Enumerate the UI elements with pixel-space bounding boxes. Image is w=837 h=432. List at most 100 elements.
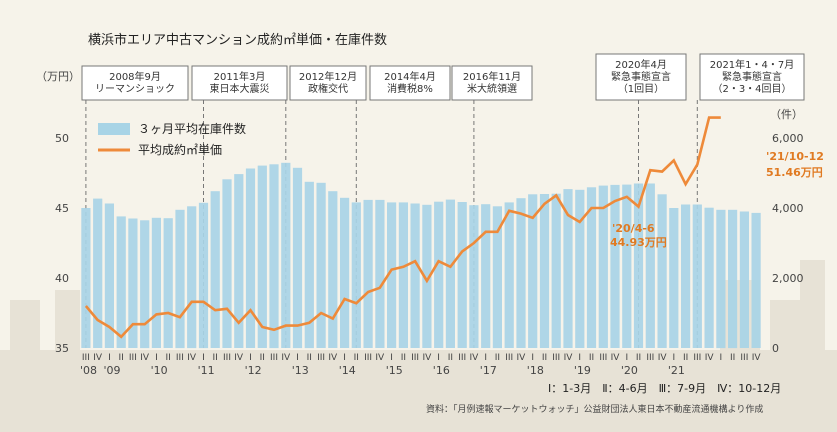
x-year-label: '17	[480, 364, 497, 377]
x-quarter-tick: III	[223, 353, 231, 363]
x-quarter-tick: III	[82, 353, 90, 363]
x-quarter-tick: IV	[281, 353, 291, 363]
inventory-bar	[340, 197, 350, 348]
x-quarter-tick: IV	[422, 353, 432, 363]
event-label: 東日本大震災	[210, 82, 270, 95]
y-right-tick: 6,000	[772, 132, 804, 145]
inventory-bar	[622, 184, 632, 348]
annotation-2020: '20/4-6	[612, 222, 655, 235]
inventory-bar	[222, 179, 232, 348]
x-quarter-tick: I	[108, 353, 111, 363]
x-quarter-tick: I	[719, 353, 722, 363]
x-quarter-tick: II	[636, 353, 641, 363]
x-year-labels: '08 '09 '10 '11 '12 '13 '14 '15 '16 '17 '18 '19 '20 '…	[80, 364, 685, 377]
y-right-tick: 4,000	[772, 202, 804, 215]
inventory-bar	[140, 220, 150, 349]
x-quarter-tick: IV	[611, 353, 621, 363]
x-quarter-tick: III	[599, 353, 607, 363]
x-quarter-tick: I	[578, 353, 581, 363]
x-quarter-tick: II	[448, 353, 453, 363]
x-quarter-tick: III	[364, 353, 372, 363]
event-label: 緊急事態宣言	[611, 70, 671, 83]
inventory-bar	[633, 183, 644, 348]
x-quarter-tick: I	[531, 353, 534, 363]
inventory-bar	[316, 182, 326, 348]
inventory-bar	[528, 194, 538, 348]
y-left-tick: 40	[55, 272, 69, 285]
inventory-bar	[292, 167, 303, 349]
x-quarter-tick: I	[296, 353, 299, 363]
y-left-unit: （万円）	[36, 70, 80, 83]
x-quarter-tick: I	[202, 353, 205, 363]
x-year-label: '20	[621, 364, 638, 377]
x-quarter-tick: III	[552, 353, 560, 363]
x-quarter-tick: II	[166, 353, 171, 363]
inventory-bar	[669, 208, 679, 348]
x-quarter-tick: III	[740, 353, 748, 363]
x-year-label: '19	[574, 364, 591, 377]
x-quarter-tick: II	[542, 353, 547, 363]
event-box	[451, 65, 533, 101]
event-label: 2011年3月	[214, 70, 266, 83]
y-left-ticks: 35 40 45 50	[55, 132, 69, 355]
x-quarter-tick: III	[458, 353, 466, 363]
inventory-bar	[516, 198, 526, 348]
inventory-bar	[551, 193, 561, 348]
x-quarter-tick: IV	[328, 353, 338, 363]
inventory-bar	[457, 202, 467, 348]
legend-bar-swatch	[98, 123, 130, 135]
inventory-bar	[304, 181, 314, 349]
x-quarter-tick: IV	[375, 353, 385, 363]
x-quarter-ticks: III IV I II III IV I II III IV I II III IV I II III IV I II…	[82, 353, 761, 363]
x-year-label: '10	[151, 364, 168, 377]
x-quarter-tick: II	[307, 353, 312, 363]
x-quarter-tick: I	[672, 353, 675, 363]
x-quarter-tick: III	[129, 353, 137, 363]
y-right-tick: 2,000	[772, 272, 804, 285]
x-quarter-tick: IV	[234, 353, 244, 363]
inventory-bar	[657, 194, 667, 348]
inventory-bar	[116, 216, 126, 348]
event-label: 2021年1・4・7月	[710, 58, 795, 71]
event-label: 政権交代	[308, 82, 348, 95]
inventory-bar	[598, 185, 608, 348]
inventory-bar	[234, 174, 244, 348]
x-quarter-tick: I	[343, 353, 346, 363]
inventory-bar	[328, 191, 338, 348]
inventory-bar	[398, 202, 408, 348]
x-year-label: '21	[668, 364, 685, 377]
inventory-bar	[104, 203, 114, 348]
x-quarter-tick: IV	[93, 353, 103, 363]
x-quarter-tick: III	[646, 353, 654, 363]
x-year-label: '15	[386, 364, 403, 377]
inventory-bar	[375, 199, 385, 348]
x-year-label: '13	[292, 364, 309, 377]
inventory-bar	[151, 217, 161, 348]
event-label: 緊急事態宣言	[722, 70, 782, 83]
legend-line-label: 平均成約㎡単価	[138, 142, 222, 157]
inventory-bar	[728, 209, 738, 349]
inventory-bar	[434, 201, 444, 348]
x-quarter-tick: I	[249, 353, 252, 363]
event-label: 2016年11月	[463, 70, 521, 83]
legend: ３ヶ月平均在庫件数 平均成約㎡単価	[98, 121, 246, 157]
x-quarter-tick: III	[176, 353, 184, 363]
inventory-bar	[422, 204, 432, 348]
quarter-legend: Ⅰ：1-3月 Ⅱ：4-6月 Ⅲ：7-9月 Ⅳ：10-12月	[548, 382, 781, 395]
x-year-label: '08	[80, 364, 97, 377]
x-quarter-tick: IV	[564, 353, 574, 363]
inventory-bar	[716, 209, 726, 349]
inventory-bar	[410, 203, 420, 348]
x-quarter-tick: I	[390, 353, 393, 363]
inventory-bar	[363, 199, 373, 348]
inventory-bar	[610, 184, 620, 348]
inventory-bar	[245, 168, 256, 348]
event-label: （1回目）	[618, 83, 664, 95]
inventory-bar	[739, 211, 749, 348]
inventory-bar	[539, 194, 550, 348]
inventory-bar	[351, 202, 361, 348]
inventory-bars	[81, 162, 761, 349]
event-label: 2012年12月	[299, 70, 357, 83]
x-quarter-tick: III	[317, 353, 325, 363]
